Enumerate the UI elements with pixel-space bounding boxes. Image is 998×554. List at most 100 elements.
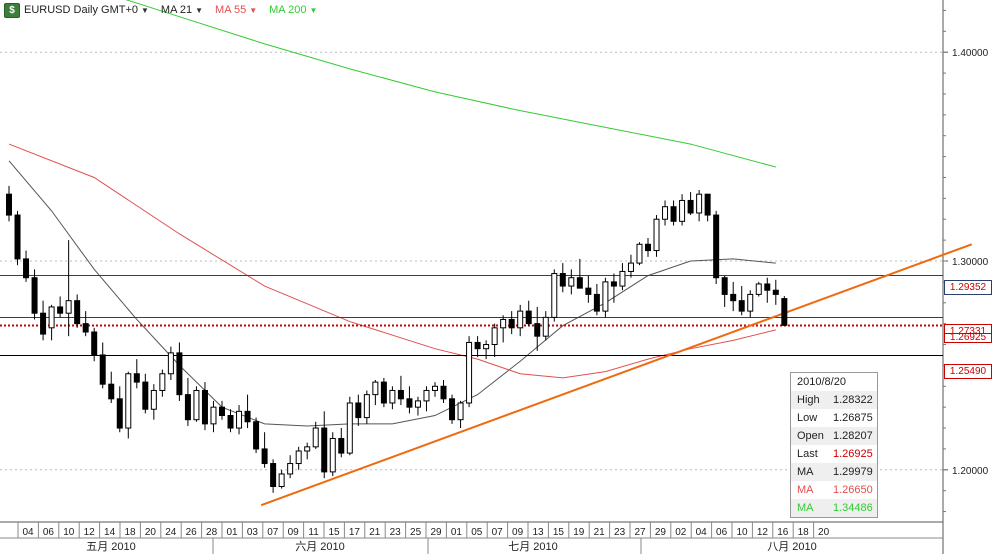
candle-body [764, 283, 771, 291]
ma55-dropdown[interactable]: MA 55 ▼ [215, 4, 257, 16]
ma200-dropdown[interactable]: MA 200 ▼ [269, 4, 317, 16]
candle-body [65, 300, 72, 314]
x-tick-label: 13 [532, 527, 544, 538]
candle-body [355, 402, 362, 419]
x-tick-label: 27 [634, 527, 646, 538]
chevron-down-icon: ▼ [309, 5, 318, 15]
candle-body [747, 293, 754, 312]
x-tick-label: 06 [716, 527, 728, 538]
symbol-dropdown[interactable]: EURUSD Daily GMT+0 ▼ [24, 4, 149, 16]
x-tick-label: 19 [573, 527, 585, 538]
x-tick-label: 29 [430, 527, 442, 538]
chart-toolbar: EURUSD Daily GMT+0 ▼ MA 21 ▼ MA 55 ▼ MA … [24, 2, 317, 18]
x-tick-label: 15 [553, 527, 565, 538]
x-tick-label: 12 [84, 527, 96, 538]
candle-body [278, 473, 285, 488]
candle-body [133, 373, 140, 383]
chevron-down-icon: ▼ [249, 5, 258, 15]
x-tick-label: 07 [492, 527, 504, 538]
candle-body [389, 389, 396, 404]
candle-body [270, 463, 277, 488]
candle-body [653, 218, 660, 252]
candle-body [449, 398, 456, 421]
candle-body [585, 287, 592, 295]
info-date: 2010/8/20 [791, 373, 877, 391]
candle-body [108, 383, 115, 400]
ma55-label: MA 55 [215, 4, 247, 16]
candle-body [423, 389, 430, 402]
candle-body [176, 352, 183, 396]
month-label: 五月 2010 [86, 541, 136, 553]
candle-body [627, 262, 634, 272]
info-key: Last [797, 448, 818, 460]
info-key: Low [797, 412, 818, 424]
candle-body [321, 427, 328, 473]
candle-body [48, 306, 55, 329]
candle-body [491, 327, 498, 346]
candle-body [542, 316, 549, 337]
candle-body [432, 385, 438, 391]
x-tick-label: 26 [186, 527, 198, 538]
candle-body [253, 421, 260, 450]
y-tick-label: 1.30000 [952, 257, 989, 268]
info-value: 1.28207 [833, 430, 873, 442]
candle-body [99, 354, 106, 385]
info-row-ma200: MA 1.34486 [791, 499, 877, 517]
ohlc-info-box: 2010/8/20 High 1.28322 Low 1.26875 Open 1.2… [790, 372, 878, 518]
x-tick-label: 18 [798, 527, 810, 538]
candle-body [23, 258, 30, 279]
info-key: MA [797, 502, 814, 514]
candle-body [236, 410, 243, 429]
x-tick-label: 14 [104, 527, 116, 538]
x-tick-label: 09 [288, 527, 300, 538]
candle-body [295, 450, 302, 465]
x-tick-label: 15 [328, 527, 340, 538]
x-tick-label: 20 [145, 527, 157, 538]
candle-body [781, 298, 788, 326]
candle-body [346, 402, 353, 454]
y-axis-ticks: 1.40000 1.30000 1.20000 [943, 9, 989, 513]
candle-body [363, 394, 370, 419]
x-tick-label: 04 [696, 527, 708, 538]
x-axis-ticks: 04 06 10 12 14 18 20 24 26 28 01 03 07 09 11 15 17 21 23 25… [0, 522, 943, 554]
x-tick-label: 09 [512, 527, 524, 538]
candle-body [201, 389, 208, 425]
candle-body [645, 243, 651, 252]
candle-body [508, 318, 515, 329]
info-value: 1.26875 [833, 412, 873, 424]
candle-body [14, 214, 21, 260]
candle-body [219, 406, 225, 417]
info-value: 1.28322 [833, 394, 873, 406]
info-value: 1.26925 [833, 448, 873, 460]
candle-body [57, 306, 64, 314]
candle-body [679, 199, 686, 222]
candle-body [397, 389, 404, 400]
month-label: 六月 2010 [295, 540, 345, 553]
candle-body [91, 331, 98, 356]
candle-body [636, 243, 643, 264]
candle-body [772, 289, 779, 295]
candle-body [738, 300, 745, 312]
price-tag-1: 1.29352 [944, 280, 992, 295]
x-tick-label: 12 [757, 527, 769, 538]
x-tick-label: 10 [63, 527, 75, 538]
x-tick-label: 20 [818, 527, 830, 538]
candle-body [372, 381, 379, 396]
chevron-down-icon: ▼ [141, 5, 149, 15]
candle-body [159, 373, 166, 391]
chevron-down-icon: ▼ [195, 5, 204, 15]
ma21-dropdown[interactable]: MA 21 ▼ [161, 4, 203, 16]
candle-body [687, 199, 694, 214]
y-tick-label: 1.20000 [952, 466, 989, 477]
candle-body [619, 270, 626, 287]
ma21-label: MA 21 [160, 4, 193, 16]
info-row-ma55: MA 1.26650 [791, 481, 877, 499]
x-tick-label: 23 [390, 527, 402, 538]
candle-body [82, 323, 89, 333]
candle-body [31, 277, 38, 314]
candle-body [329, 437, 336, 473]
candle-body [704, 193, 711, 216]
candle-body [670, 206, 677, 222]
grid [0, 51, 943, 471]
